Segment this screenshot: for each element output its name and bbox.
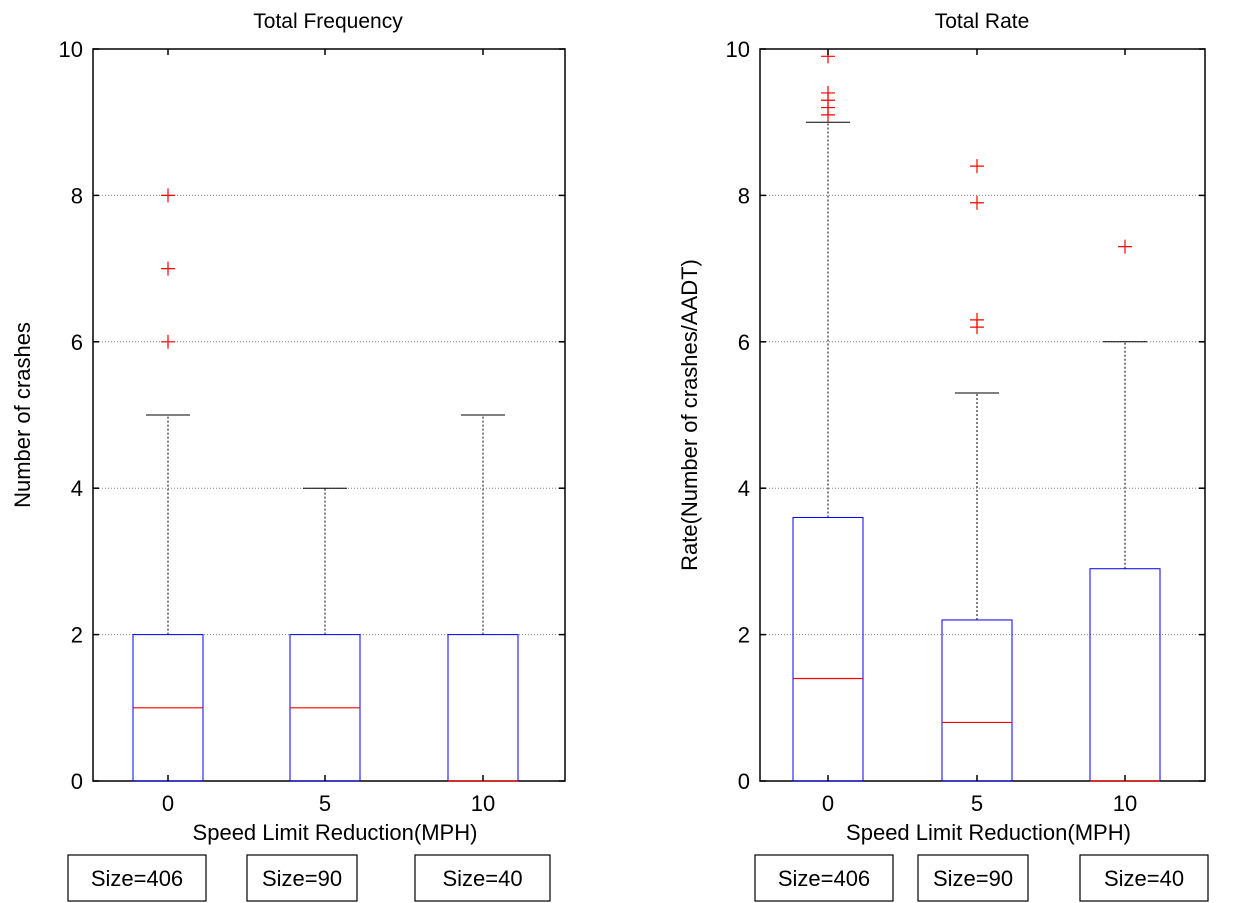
x-tick-label: 10	[1113, 791, 1137, 816]
chart-title: Total Rate	[935, 10, 1030, 33]
box-group-5	[941, 159, 1013, 782]
y-tick-label: 10	[59, 37, 83, 62]
outlier-marker	[970, 195, 984, 210]
chart-title: Total Frequency	[253, 10, 403, 33]
y-tick-label: 10	[726, 37, 750, 62]
size-label: Size=90	[933, 866, 1013, 891]
y-tick-label: 2	[738, 623, 750, 648]
size-label: Size=406	[778, 866, 870, 891]
outlier-marker	[970, 159, 984, 174]
size-box	[246, 854, 358, 902]
y-tick-label: 0	[738, 769, 750, 794]
box-group-0	[792, 49, 864, 782]
outlier-marker	[161, 261, 175, 276]
x-axis-label: Speed Limit Reduction(MPH)	[193, 820, 478, 845]
y-tick-label: 4	[71, 476, 83, 501]
x-tick-label: 0	[822, 791, 834, 816]
y-tick-label: 6	[738, 330, 750, 355]
box	[941, 619, 1013, 782]
size-label: Size=40	[442, 866, 522, 891]
outlier-marker	[161, 334, 175, 349]
x-axis-label: Speed Limit Reduction(MPH)	[846, 820, 1131, 845]
box-group-10	[447, 414, 519, 782]
y-tick-label: 2	[71, 623, 83, 648]
x-tick-label: 0	[162, 791, 174, 816]
box-group-10	[1089, 239, 1161, 782]
size-box	[754, 854, 894, 902]
plot-area	[759, 48, 1206, 782]
size-box	[414, 854, 551, 902]
outlier-marker	[970, 312, 984, 327]
outlier-marker	[1118, 239, 1132, 254]
box	[792, 516, 864, 782]
box	[447, 634, 519, 782]
x-tick-label: 10	[471, 791, 495, 816]
y-tick-label: 6	[71, 330, 83, 355]
size-box	[67, 854, 207, 902]
box-group-0	[132, 188, 204, 782]
x-tick-label: 5	[319, 791, 331, 816]
size-box	[1079, 854, 1209, 902]
size-label: Size=40	[1104, 866, 1184, 891]
y-axis-label: Rate(Number of crashes/AADT)	[677, 259, 702, 571]
chart-panel-2: 0 2 4 6 8 10 0 5 10 Total Rate Speed Limit Reducti…	[677, 10, 1209, 902]
size-box	[917, 854, 1029, 902]
outlier-marker	[161, 188, 175, 203]
box-group-5	[289, 487, 361, 782]
size-label: Size=90	[262, 866, 342, 891]
size-label: Size=406	[91, 866, 183, 891]
x-tick-label: 5	[971, 791, 983, 816]
y-tick-label: 8	[738, 183, 750, 208]
outlier-marker	[821, 85, 835, 100]
y-axis-label: Number of crashes	[10, 322, 35, 508]
y-tick-label: 8	[71, 183, 83, 208]
box	[1089, 568, 1161, 782]
y-tick-label: 4	[738, 476, 750, 501]
chart-panel-1: 0 2 4 6 8 10 0 5 10 Total Frequency Speed Limit Re…	[10, 10, 566, 902]
y-tick-label: 0	[71, 769, 83, 794]
